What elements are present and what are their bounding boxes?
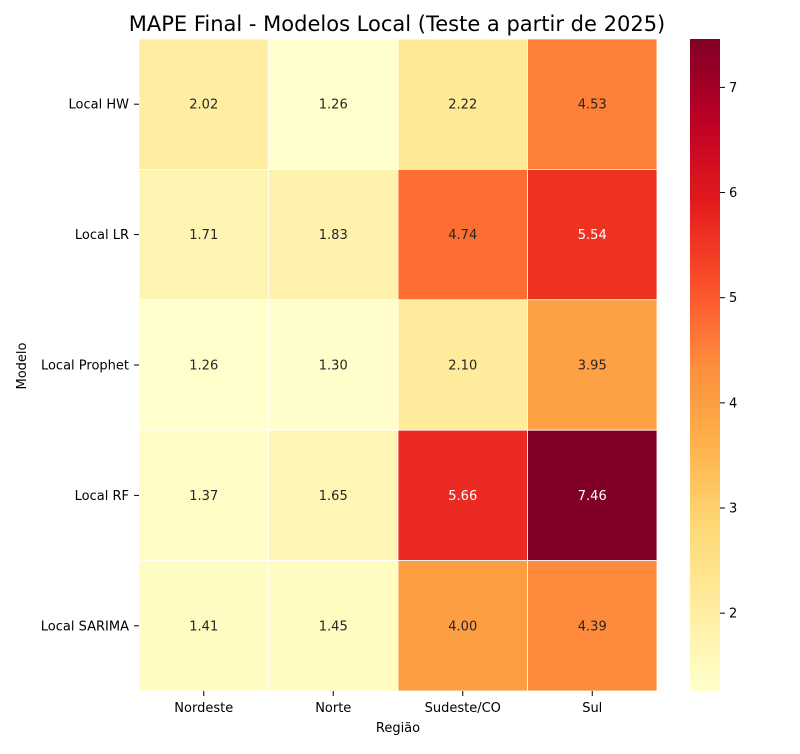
- cell-value-label: 3.95: [578, 359, 607, 374]
- cell-value-label: 1.65: [319, 489, 348, 504]
- cell-value-label: 5.66: [448, 489, 477, 504]
- heatmap-cell: [397, 168, 528, 301]
- heatmap-cell: [527, 38, 658, 170]
- heatmap-cell: [397, 38, 528, 170]
- colorbar-ticks: 2 3 4 5 6 7: [720, 81, 737, 622]
- heatmap-cell: [527, 429, 658, 562]
- x-axis: Nordeste Norte Sudeste/CO Sul: [174, 691, 602, 716]
- y-tick-label: Local HW: [69, 98, 130, 113]
- heatmap-cell: [397, 429, 528, 562]
- x-tick-label: Nordeste: [174, 701, 233, 716]
- heatmap-cell: [527, 299, 658, 431]
- colorbar-tick-label: 7: [729, 81, 737, 96]
- colorbar-tick-label: 3: [729, 502, 737, 517]
- y-axis: Local HW Local LR Local Prophet Local RF Loc…: [41, 98, 139, 634]
- x-tick-label: Norte: [315, 701, 351, 716]
- cell-value-label: 1.26: [319, 98, 348, 113]
- y-axis-label: Modelo: [15, 342, 30, 389]
- cell-value-label: 4.00: [448, 619, 477, 634]
- heatmap-cell: [138, 560, 269, 692]
- x-tick-label: Sul: [582, 701, 602, 716]
- heatmap-cell: [138, 38, 269, 170]
- cell-value-label: 4.74: [448, 228, 477, 243]
- cell-value-label: 2.10: [448, 359, 477, 374]
- heatmap-cell: [138, 429, 269, 562]
- cell-value-label: 5.54: [578, 228, 607, 243]
- cell-value-label: 2.02: [189, 98, 218, 113]
- cell-value-label: 1.41: [189, 619, 218, 634]
- cell-value-label: 4.39: [578, 619, 607, 634]
- heatmap-cell-labels: 2.02 1.26 2.22 4.53 1.71 1.83 4.74 5.54 1.26 1.30…: [189, 98, 606, 635]
- colorbar-tick-label: 5: [729, 291, 737, 306]
- heatmap-cell: [138, 168, 269, 301]
- heatmap-cell: [268, 168, 399, 301]
- cell-value-label: 1.30: [319, 359, 348, 374]
- cell-value-label: 1.45: [319, 619, 348, 634]
- y-tick-label: Local Prophet: [41, 359, 129, 374]
- y-tick-label: Local RF: [75, 489, 129, 504]
- cell-value-label: 1.26: [189, 359, 218, 374]
- heatmap-cell: [527, 560, 658, 692]
- x-tick-label: Sudeste/CO: [425, 701, 501, 716]
- chart-title: MAPE Final - Modelos Local (Teste a part…: [129, 12, 666, 36]
- cell-value-label: 2.22: [448, 98, 477, 113]
- cell-value-label: 4.53: [578, 98, 607, 113]
- heatmap-cell: [268, 429, 399, 562]
- cell-value-label: 1.37: [189, 489, 218, 504]
- colorbar: [690, 39, 720, 691]
- heatmap-cells: [138, 38, 658, 692]
- heatmap-cell: [397, 560, 528, 692]
- cell-value-label: 1.83: [319, 228, 348, 243]
- y-tick-label: Local LR: [75, 228, 129, 243]
- colorbar-tick-label: 6: [729, 186, 737, 201]
- x-axis-label: Região: [376, 721, 420, 736]
- cell-value-label: 1.71: [189, 228, 218, 243]
- heatmap-cell: [268, 299, 399, 431]
- heatmap-cell: [268, 38, 399, 170]
- heatmap-cell: [268, 560, 399, 692]
- heatmap-cell: [527, 168, 658, 301]
- y-tick-label: Local SARIMA: [41, 619, 129, 634]
- colorbar-tick-label: 4: [729, 396, 737, 411]
- colorbar-tick-label: 2: [729, 607, 737, 622]
- cell-value-label: 7.46: [578, 489, 607, 504]
